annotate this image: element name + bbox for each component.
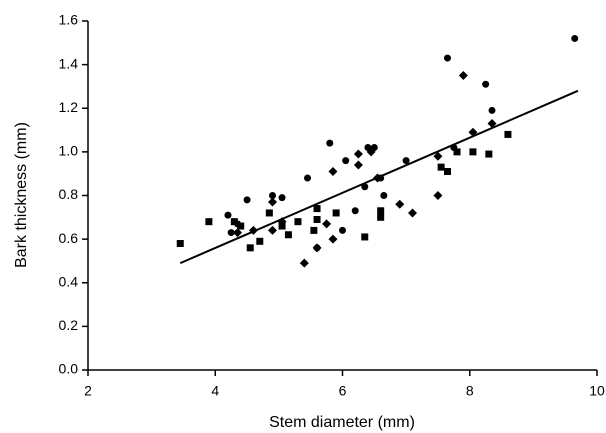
point: [482, 80, 490, 88]
point: [326, 139, 334, 147]
point: [224, 211, 232, 219]
y-tick-label: 0.2: [59, 317, 79, 333]
y-axis-title: Bark thickness (mm): [13, 122, 30, 268]
y-tick-label: 1.0: [59, 143, 79, 159]
point: [353, 149, 363, 159]
point: [332, 209, 340, 217]
point: [304, 174, 312, 182]
x-tick-label: 4: [211, 383, 219, 399]
point: [328, 234, 338, 244]
point: [284, 231, 292, 239]
point: [402, 157, 410, 165]
point: [268, 197, 278, 207]
point: [351, 207, 359, 215]
y-tick-label: 0.0: [59, 361, 79, 377]
point: [487, 119, 497, 129]
point: [278, 194, 286, 202]
point: [269, 192, 277, 199]
x-tick-label: 6: [339, 383, 347, 399]
point: [268, 225, 278, 235]
point: [361, 233, 369, 241]
point: [322, 219, 332, 229]
point: [312, 243, 322, 253]
point: [328, 167, 338, 177]
point: [176, 239, 184, 247]
point: [458, 71, 468, 81]
point: [265, 209, 273, 217]
x-tick-label: 10: [589, 383, 605, 399]
point: [310, 226, 318, 234]
point: [395, 199, 405, 209]
point: [366, 147, 376, 157]
point: [248, 225, 258, 235]
point: [227, 229, 235, 237]
point: [299, 258, 309, 268]
point: [504, 130, 512, 138]
point: [237, 222, 245, 230]
point: [469, 148, 477, 156]
point: [277, 217, 287, 227]
y-tick-label: 1.4: [59, 55, 79, 71]
x-axis-title: Stem diameter (mm): [269, 414, 415, 431]
x-tick-label: 8: [466, 383, 474, 399]
point: [372, 173, 382, 183]
point: [377, 213, 385, 221]
point: [353, 160, 363, 170]
x-tick-label: 2: [84, 383, 92, 399]
y-tick-label: 1.6: [59, 12, 79, 28]
point: [433, 191, 443, 200]
point: [377, 207, 385, 215]
point: [571, 34, 579, 42]
point: [453, 148, 461, 156]
point: [313, 215, 321, 223]
point: [468, 127, 478, 137]
point: [407, 208, 417, 218]
point: [361, 183, 369, 191]
point: [313, 205, 321, 213]
point: [246, 244, 254, 252]
point: [256, 237, 264, 245]
point: [339, 226, 346, 234]
point: [243, 196, 251, 204]
point: [230, 218, 238, 226]
y-tick-label: 0.8: [59, 186, 79, 202]
point: [433, 151, 443, 161]
point: [437, 163, 445, 171]
y-tick-label: 0.4: [59, 273, 79, 289]
point: [443, 168, 451, 176]
point: [342, 157, 350, 165]
y-tick-label: 0.6: [59, 230, 79, 246]
point: [205, 218, 213, 226]
point: [294, 218, 302, 226]
point: [233, 228, 243, 238]
point: [485, 150, 493, 158]
point: [380, 192, 388, 199]
point: [443, 54, 451, 62]
point: [488, 106, 496, 114]
y-tick-label: 1.2: [59, 99, 79, 115]
